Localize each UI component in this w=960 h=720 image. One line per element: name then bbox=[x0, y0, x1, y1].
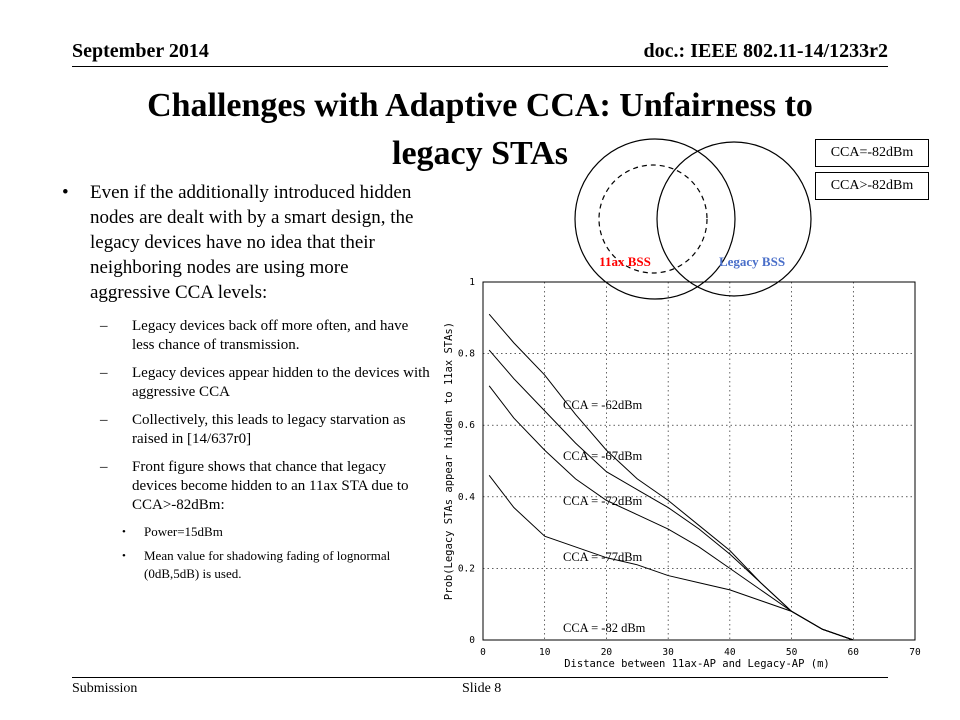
sub-bullet: – Front figure shows that chance that le… bbox=[62, 458, 432, 515]
header-date: September 2014 bbox=[72, 40, 209, 62]
sub-sub-bullet: • Power=15dBm bbox=[62, 523, 432, 541]
x-tick-label: 0 bbox=[480, 647, 486, 658]
x-tick-label: 40 bbox=[724, 647, 736, 658]
x-axis-label: Distance between 11ax-AP and Legacy-AP (… bbox=[564, 658, 830, 670]
y-tick-label: 0.4 bbox=[458, 492, 475, 503]
y-tick-label: 0.8 bbox=[458, 349, 475, 360]
chart-ticks: 0 10 20 30 40 50 60 70 0 0.2 0.4 0.6 0.8 1 bbox=[458, 277, 921, 658]
x-tick-label: 70 bbox=[909, 647, 921, 658]
sub-bullet-text: Legacy devices appear hidden to the devi… bbox=[132, 365, 430, 400]
series-labels: CCA = -62dBm CCA = -67dBm CCA = -72dBm CCA … bbox=[563, 398, 646, 635]
bss-diagram: 11ax BSS Legacy BSS bbox=[574, 138, 812, 300]
footer-divider bbox=[72, 677, 888, 678]
footer-submission: Submission bbox=[72, 681, 138, 696]
bullet-list: • Even if the additionally introduced hi… bbox=[62, 180, 432, 583]
series-label: CCA = -67dBm bbox=[563, 449, 643, 463]
dash-icon: – bbox=[100, 412, 108, 428]
y-tick-label: 1 bbox=[469, 277, 475, 288]
bullet-main-text: Even if the additionally introduced hidd… bbox=[90, 182, 414, 303]
slide-title-line2: legacy STAs bbox=[392, 135, 568, 172]
legacy-bss-circle bbox=[656, 141, 812, 297]
sub-sub-bullet-text: Power=15dBm bbox=[144, 524, 223, 539]
slide-title: Challenges with Adaptive CCA: Unfairness… bbox=[60, 82, 900, 178]
header-divider bbox=[72, 66, 888, 67]
x-tick-label: 10 bbox=[539, 647, 551, 658]
header-doc-id: doc.: IEEE 802.11-14/1233r2 bbox=[643, 40, 888, 62]
sub-bullet: – Legacy devices back off more often, an… bbox=[62, 317, 432, 355]
series-line bbox=[488, 475, 854, 641]
sub-sub-bullet-text: Mean value for shadowing fading of logno… bbox=[144, 548, 391, 581]
11ax-cca-dashed-circle bbox=[598, 164, 708, 274]
slide-title-line1: Challenges with Adaptive CCA: Unfairness… bbox=[147, 87, 813, 124]
legend-solid-cca: CCA=-82dBm bbox=[815, 139, 929, 167]
footer-slide-number: Slide 8 bbox=[462, 681, 502, 696]
series-label: CCA = -82 dBm bbox=[563, 621, 646, 635]
bullet-dot-icon: • bbox=[62, 182, 69, 203]
dash-icon: – bbox=[100, 318, 108, 334]
bullet-main: • Even if the additionally introduced hi… bbox=[62, 180, 432, 305]
11ax-bss-label: 11ax BSS bbox=[599, 254, 651, 269]
x-tick-label: 50 bbox=[786, 647, 798, 658]
series-label: CCA = -77dBm bbox=[563, 550, 643, 564]
y-tick-label: 0 bbox=[469, 635, 475, 646]
series-label: CCA = -72dBm bbox=[563, 494, 643, 508]
sub-bullet: – Collectively, this leads to legacy sta… bbox=[62, 411, 432, 449]
sub-bullet-text: Collectively, this leads to legacy starv… bbox=[132, 412, 406, 447]
chart-series bbox=[488, 313, 854, 641]
sub-bullet-text: Front figure shows that chance that lega… bbox=[132, 459, 409, 513]
dash-icon: – bbox=[100, 365, 108, 381]
legend-dashed-cca: CCA>-82dBm bbox=[815, 172, 929, 200]
series-label: CCA = -62dBm bbox=[563, 398, 643, 412]
y-tick-label: 0.6 bbox=[458, 420, 475, 431]
x-tick-label: 60 bbox=[848, 647, 860, 658]
bullet-dot-icon: • bbox=[122, 526, 126, 538]
11ax-bss-circle bbox=[574, 138, 736, 300]
legacy-bss-label: Legacy BSS bbox=[719, 254, 785, 269]
sub-sub-bullet: • Mean value for shadowing fading of log… bbox=[62, 547, 432, 583]
plot-frame bbox=[482, 281, 916, 641]
bullet-dot-icon: • bbox=[122, 550, 126, 562]
x-tick-label: 30 bbox=[662, 647, 674, 658]
sub-bullet: – Legacy devices appear hidden to the de… bbox=[62, 364, 432, 402]
dash-icon: – bbox=[100, 459, 108, 475]
sub-bullet-text: Legacy devices back off more often, and … bbox=[132, 318, 409, 353]
y-axis-label: Prob(Legacy STAs appear hidden to 11ax S… bbox=[443, 322, 455, 600]
chart-grid bbox=[483, 282, 915, 640]
x-tick-label: 20 bbox=[601, 647, 613, 658]
y-tick-label: 0.2 bbox=[458, 563, 475, 574]
